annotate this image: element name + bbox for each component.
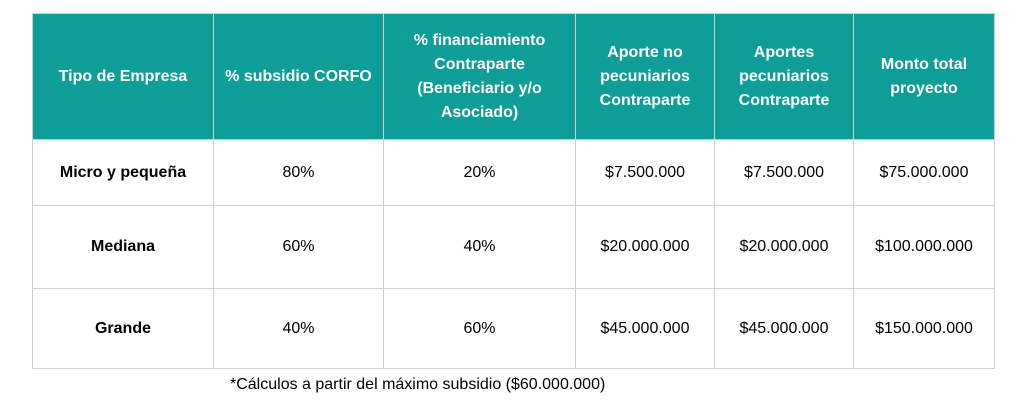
subsidy-table: Tipo de Empresa % subsidio CORFO % finan… bbox=[32, 13, 995, 369]
table-body: Micro y pequeña 80% 20% $7.500.000 $7.50… bbox=[32, 139, 995, 369]
cell-no-pecuniarios: $7.500.000 bbox=[575, 139, 715, 206]
header-aporte-no-pecuniarios: Aporte no pecuniarios Contraparte bbox=[575, 13, 715, 140]
header-monto-total: Monto total proyecto bbox=[853, 13, 995, 140]
table-header: Tipo de Empresa % subsidio CORFO % finan… bbox=[32, 13, 995, 140]
header-financiamiento-contraparte: % financiamiento Contraparte (Beneficiar… bbox=[383, 13, 576, 140]
cell-tipo: Mediana bbox=[32, 205, 214, 289]
cell-financiamiento: 60% bbox=[383, 288, 576, 369]
cell-pecuniarios: $45.000.000 bbox=[714, 288, 854, 369]
header-subsidio-corfo: % subsidio CORFO bbox=[213, 13, 384, 140]
cell-pecuniarios: $7.500.000 bbox=[714, 139, 854, 206]
cell-financiamiento: 40% bbox=[383, 205, 576, 289]
header-row: Tipo de Empresa % subsidio CORFO % finan… bbox=[32, 13, 995, 140]
cell-tipo: Micro y pequeña bbox=[32, 139, 214, 206]
cell-no-pecuniarios: $20.000.000 bbox=[575, 205, 715, 289]
cell-monto-total: $150.000.000 bbox=[853, 288, 995, 369]
cell-financiamiento: 20% bbox=[383, 139, 576, 206]
cell-subsidio: 40% bbox=[213, 288, 384, 369]
cell-subsidio: 60% bbox=[213, 205, 384, 289]
header-tipo-empresa: Tipo de Empresa bbox=[32, 13, 214, 140]
cell-pecuniarios: $20.000.000 bbox=[714, 205, 854, 289]
table-row: Micro y pequeña 80% 20% $7.500.000 $7.50… bbox=[32, 139, 995, 206]
table-row: Mediana 60% 40% $20.000.000 $20.000.000 … bbox=[32, 205, 995, 289]
cell-monto-total: $75.000.000 bbox=[853, 139, 995, 206]
subsidy-table-container: Tipo de Empresa % subsidio CORFO % finan… bbox=[32, 13, 995, 369]
cell-no-pecuniarios: $45.000.000 bbox=[575, 288, 715, 369]
cell-tipo: Grande bbox=[32, 288, 214, 369]
cell-subsidio: 80% bbox=[213, 139, 384, 206]
table-row: Grande 40% 60% $45.000.000 $45.000.000 $… bbox=[32, 288, 995, 369]
header-aportes-pecuniarios: Aportes pecuniarios Contraparte bbox=[714, 13, 854, 140]
footnote: *Cálculos a partir del máximo subsidio (… bbox=[230, 376, 606, 393]
cell-monto-total: $100.000.000 bbox=[853, 205, 995, 289]
